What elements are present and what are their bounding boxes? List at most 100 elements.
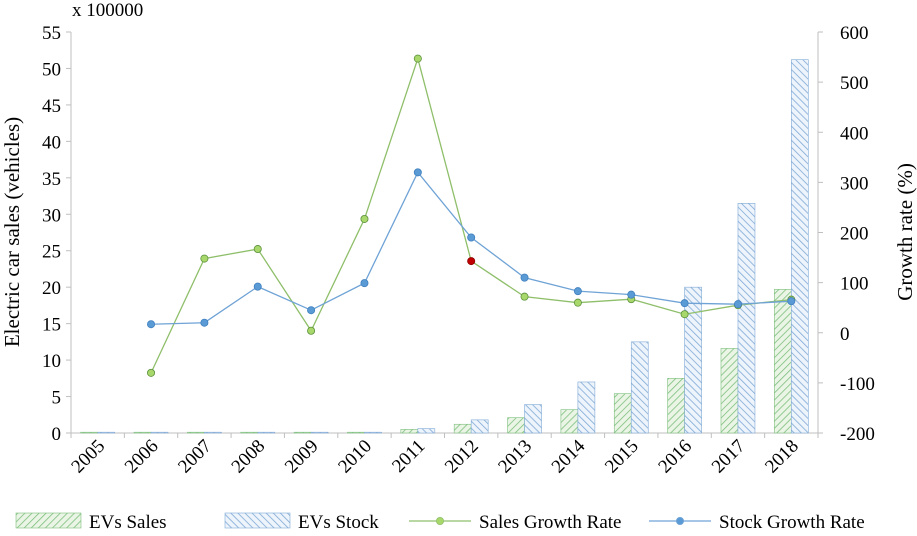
point <box>307 306 316 315</box>
legend-label: EVs Stock <box>298 512 379 533</box>
legend-label: EVs Sales <box>89 512 167 533</box>
x-tick-label: 2008 <box>228 436 270 478</box>
x-tick-label: 2011 <box>388 436 429 477</box>
bar <box>204 431 222 434</box>
y-right-tick-label: 0 <box>840 324 850 345</box>
y-axis-right-title: Growth rate (%) <box>893 163 917 301</box>
x-tick-label: 2005 <box>67 436 109 478</box>
bar <box>417 428 436 434</box>
bar <box>133 431 152 434</box>
point <box>787 297 796 306</box>
bar <box>577 381 596 434</box>
y-right-tick-label: -200 <box>840 424 875 445</box>
x-tick-label: 2017 <box>708 436 750 478</box>
bar <box>240 431 259 434</box>
x-tick-label: 2018 <box>761 436 803 478</box>
x-tick-label: 2013 <box>494 436 536 478</box>
point <box>147 368 156 377</box>
bar <box>150 431 169 434</box>
bar <box>630 341 649 434</box>
bar <box>524 404 542 434</box>
y-left-tick-label: 50 <box>42 59 61 80</box>
legend-swatch <box>224 512 291 529</box>
point <box>253 245 262 254</box>
y-left-tick-label: 40 <box>42 132 61 153</box>
point <box>467 233 476 242</box>
point <box>413 168 422 177</box>
y-axis-left: 0 5 10 15 20 25 30 35 40 45 50 55 <box>42 23 72 445</box>
legend-label: Sales Growth Rate <box>479 512 621 533</box>
y-left-tick-label: 35 <box>42 169 61 190</box>
y-axis-left-title: Electric car sales (vehicles) <box>0 117 24 347</box>
bar <box>560 409 579 434</box>
y-right-tick-label: 600 <box>840 23 869 44</box>
y-left-tick-label: 10 <box>42 351 61 372</box>
y-left-tick-label: 0 <box>52 424 62 445</box>
x-tick-label: 2014 <box>548 435 590 477</box>
bar <box>613 393 632 434</box>
x-tick-label: 2010 <box>334 436 376 478</box>
y-right-tick-label: 100 <box>840 274 869 295</box>
y-left-tick-label: 45 <box>42 96 61 117</box>
point <box>680 310 689 319</box>
point <box>200 254 209 263</box>
x-tick-label: 2009 <box>281 436 323 478</box>
point <box>360 279 369 288</box>
point <box>573 287 582 296</box>
y-right-tick-label: 200 <box>840 224 869 245</box>
bar <box>737 203 756 434</box>
point <box>573 298 582 307</box>
axis-multiplier-label: x 100000 <box>72 0 143 21</box>
legend-marker <box>435 517 444 526</box>
y-left-tick-label: 5 <box>52 388 62 409</box>
y-left-tick-label: 25 <box>42 242 61 263</box>
legend: EVs Sales EVs Stock Sales Growth Rate Stock… <box>15 512 865 533</box>
bar <box>507 417 525 434</box>
point <box>200 318 209 327</box>
x-axis: 2005 2006 2007 2008 2009 2010 2011 2012 2013 2014… <box>67 432 819 478</box>
bar <box>347 431 365 434</box>
y-right-tick-label: 400 <box>840 123 869 144</box>
bar <box>187 431 205 434</box>
point <box>147 320 156 329</box>
bar <box>400 429 419 434</box>
y-right-tick-label: 300 <box>840 173 869 194</box>
point <box>253 282 262 291</box>
point <box>467 257 476 266</box>
bar <box>453 423 472 434</box>
bar <box>80 431 98 434</box>
y-left-tick-label: 30 <box>42 205 61 226</box>
bar <box>791 59 809 434</box>
point <box>680 299 689 308</box>
legend-marker <box>676 517 685 526</box>
bar <box>257 431 276 434</box>
x-tick-label: 2012 <box>441 436 483 478</box>
x-tick-label: 2007 <box>174 436 216 478</box>
line-series-group <box>147 54 796 377</box>
x-tick-label: 2015 <box>601 436 643 478</box>
y-right-tick-label: 500 <box>840 73 869 94</box>
x-tick-label: 2006 <box>121 436 163 478</box>
y-left-tick-label: 55 <box>42 23 61 44</box>
bar <box>293 431 312 434</box>
legend-swatch <box>15 512 82 529</box>
legend-label: Stock Growth Rate <box>719 512 865 533</box>
point <box>520 273 529 282</box>
bar <box>684 286 702 434</box>
bar <box>720 348 739 434</box>
point <box>733 300 742 309</box>
y-right-tick-label: -100 <box>840 374 875 395</box>
point <box>307 326 316 335</box>
bar <box>470 419 489 434</box>
point <box>360 214 369 223</box>
y-axis-right: -200 -100 0 100 200 300 400 500 600 <box>817 23 875 445</box>
bar <box>774 289 792 434</box>
bar <box>310 431 329 434</box>
bar-series-group <box>80 59 809 434</box>
bar <box>97 431 115 434</box>
point <box>413 54 422 63</box>
y-left-tick-label: 20 <box>42 278 61 299</box>
bar <box>667 378 685 434</box>
point <box>627 290 636 299</box>
